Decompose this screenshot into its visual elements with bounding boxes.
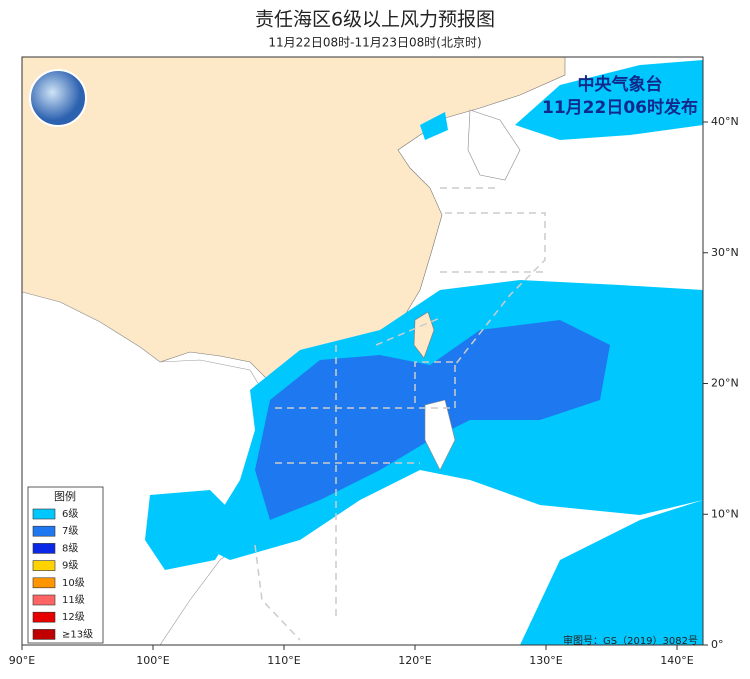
issuer-time: 11月22日06时发布 bbox=[542, 97, 698, 118]
legend-swatch bbox=[32, 629, 56, 640]
legend-swatch bbox=[32, 594, 56, 606]
approval-number: 审图号：GS（2019）3082号 bbox=[563, 634, 698, 647]
legend-label: 12级 bbox=[62, 611, 85, 623]
map-frame bbox=[21, 56, 704, 646]
issuer-name: 中央气象台 bbox=[578, 74, 663, 95]
luzon bbox=[424, 399, 456, 471]
legend-label: 7级 bbox=[62, 525, 78, 537]
map-area bbox=[22, 57, 703, 645]
taiwan bbox=[413, 311, 435, 359]
legend-title: 图例 bbox=[54, 489, 76, 503]
legend-label: 10级 bbox=[62, 577, 85, 589]
legend-label: 6级 bbox=[62, 508, 78, 520]
subtitle: 11月22日08时-11月23日08时(北京时) bbox=[268, 36, 481, 50]
axes: 90°E 100°E 110°E 120°E 130°E 140°E 0° 10°N 20°N 3… bbox=[9, 115, 739, 667]
x-tick-label: 130°E bbox=[529, 654, 562, 667]
y-tick-label: 20°N bbox=[711, 377, 739, 390]
responsibility-boundaries bbox=[254, 187, 546, 641]
logo bbox=[29, 69, 87, 127]
legend-swatch bbox=[32, 560, 56, 571]
legend: 6级 7级 8级 9级 10级 11级 12级 ≥13级 bbox=[32, 508, 93, 640]
x-tick-label: 110°E bbox=[267, 654, 300, 667]
legend-swatch bbox=[32, 577, 56, 589]
y-tick-label: 0° bbox=[711, 638, 724, 651]
wind-6-north bbox=[515, 60, 703, 140]
y-tick-label: 10°N bbox=[711, 507, 739, 520]
legend-label: 9级 bbox=[62, 560, 78, 572]
wind-6-south bbox=[520, 500, 703, 645]
legend-swatch bbox=[32, 508, 56, 520]
x-tick-label: 140°E bbox=[660, 654, 693, 667]
legend-swatch bbox=[32, 525, 56, 537]
y-tick-label: 30°N bbox=[711, 246, 739, 259]
korea bbox=[467, 109, 521, 181]
x-tick-label: 120°E bbox=[398, 654, 431, 667]
wind-6-gulf bbox=[145, 490, 240, 570]
legend-label: 11级 bbox=[62, 594, 85, 606]
legend-label: ≥13级 bbox=[62, 628, 93, 640]
x-tick-label: 90°E bbox=[9, 654, 35, 667]
legend-swatch bbox=[32, 611, 56, 623]
legend-swatch bbox=[32, 543, 56, 554]
x-tick-label: 100°E bbox=[136, 654, 169, 667]
legend-label: 8级 bbox=[62, 542, 78, 554]
wind-6-bohai bbox=[420, 112, 448, 140]
y-tick-label: 40°N bbox=[711, 115, 739, 128]
title: 责任海区6级以上风力预报图 bbox=[255, 9, 495, 31]
